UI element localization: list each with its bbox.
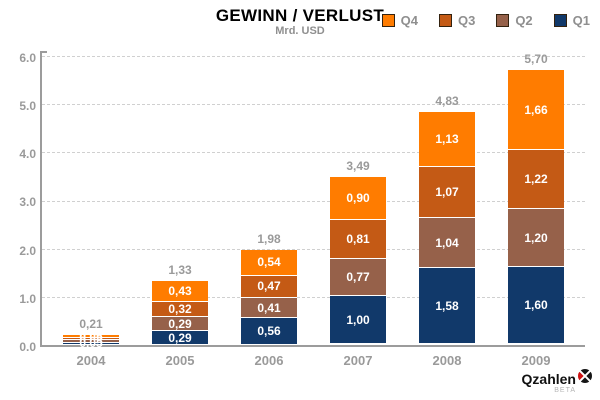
bar-total-label: 5,70 bbox=[524, 52, 548, 67]
x-axis-label-2008: 2008 bbox=[432, 353, 462, 368]
bar-2009-q1-segment: 1,60 bbox=[508, 266, 564, 345]
bar-total-label: 1,98 bbox=[257, 231, 281, 246]
segment-value-label: 0,43 bbox=[168, 283, 192, 298]
y-axis-tick-label: 6.0 bbox=[19, 50, 36, 65]
segment-value-label: 1,58 bbox=[435, 298, 459, 313]
bar-2004: 0,06 0,05 0,05 0,05 2004 bbox=[63, 330, 119, 368]
bar-2006-q1-segment: 0,56 bbox=[241, 317, 297, 345]
bar-2006-q4-segment: 0,54 bbox=[241, 249, 297, 276]
segment-value-label: 1,13 bbox=[435, 132, 459, 147]
segment-value-label: 1,22 bbox=[524, 172, 548, 187]
legend: Q4 Q3 Q2 Q1 bbox=[381, 13, 590, 28]
segment-value-label: 1,60 bbox=[524, 297, 548, 312]
legend-label: Q4 bbox=[400, 13, 418, 28]
bar-total-label: 0,21 bbox=[79, 316, 103, 331]
segment-value-label: 1,00 bbox=[346, 312, 370, 327]
bar-2009: 1,66 1,22 1,20 1,60 2009 bbox=[508, 70, 564, 368]
bar-2006-q2-segment: 0,41 bbox=[241, 298, 297, 318]
gridline bbox=[42, 200, 585, 202]
legend-label: Q1 bbox=[572, 13, 590, 28]
branding: Qzahlen BETA bbox=[521, 369, 592, 394]
segment-value-label: 1,04 bbox=[435, 235, 459, 250]
bar-2005: 0,43 0,32 0,29 0,29 2005 bbox=[152, 280, 208, 368]
bar-2005-q2-segment: 0,29 bbox=[152, 316, 208, 332]
bar-2007-q3-segment: 0,81 bbox=[330, 220, 386, 260]
y-axis-tick-label: 0.0 bbox=[19, 340, 36, 354]
bar-2009-q3-segment: 1,22 bbox=[508, 150, 564, 210]
segment-value-label: 1,07 bbox=[435, 185, 459, 200]
bar-2007-q1-segment: 1,00 bbox=[330, 296, 386, 345]
y-axis-tick-label: 5.0 bbox=[19, 99, 36, 114]
bar-2005-q1-segment: 0,29 bbox=[152, 331, 208, 345]
legend-item-q2[interactable]: Q2 bbox=[496, 13, 533, 28]
y-axis-top-cap bbox=[40, 51, 47, 53]
segment-value-label: 1,66 bbox=[524, 102, 548, 117]
bar-2006-q3-segment: 0,47 bbox=[241, 275, 297, 299]
bar-2007-q2-segment: 0,77 bbox=[330, 259, 386, 297]
y-axis-tick-label: 2.0 bbox=[19, 243, 36, 258]
segment-value-label: 0,90 bbox=[346, 191, 370, 206]
legend-label: Q2 bbox=[515, 13, 533, 28]
gridline bbox=[42, 296, 585, 298]
segment-value-label: 0,32 bbox=[168, 301, 192, 316]
gridline bbox=[42, 104, 585, 106]
y-axis-tick-label: 4.0 bbox=[19, 147, 36, 162]
branding-name: Qzahlen bbox=[521, 371, 576, 387]
bar-total-label: 4,83 bbox=[435, 94, 459, 109]
bar-2008-q3-segment: 1,07 bbox=[419, 166, 475, 219]
bar-2008: 1,13 1,07 1,04 1,58 2008 bbox=[419, 112, 475, 368]
bar-2005-q4-segment: 0,43 bbox=[152, 280, 208, 302]
x-axis-label-2006: 2006 bbox=[254, 353, 284, 368]
legend-item-q1[interactable]: Q1 bbox=[553, 13, 590, 28]
bar-2008-q1-segment: 1,58 bbox=[419, 268, 475, 345]
qzahlen-logo-icon bbox=[578, 369, 592, 383]
segment-value-label: 0,56 bbox=[257, 323, 281, 338]
gridline bbox=[42, 55, 585, 57]
bar-total-label: 1,33 bbox=[168, 262, 192, 277]
legend-swatch-q2 bbox=[496, 14, 510, 27]
segment-value-label: 0,29 bbox=[168, 316, 192, 331]
segment-value-label: 0,54 bbox=[257, 255, 281, 270]
chart-subtitle: Mrd. USD bbox=[275, 25, 325, 37]
branding-beta-label: BETA bbox=[554, 387, 576, 394]
x-axis-label-2004: 2004 bbox=[76, 353, 106, 368]
bar-2004-q1-segment: 0,05 bbox=[63, 337, 119, 349]
segment-value-label: 0,29 bbox=[168, 330, 192, 345]
segment-value-label: 0,41 bbox=[257, 300, 281, 315]
gridline bbox=[42, 248, 585, 250]
legend-label: Q3 bbox=[457, 13, 476, 28]
segment-value-label: 0,77 bbox=[346, 270, 370, 285]
gridline bbox=[42, 152, 585, 154]
legend-swatch-q4 bbox=[381, 14, 395, 27]
legend-item-q3[interactable]: Q3 bbox=[438, 13, 476, 28]
segment-value-label: 0,81 bbox=[346, 232, 370, 247]
legend-swatch-q3 bbox=[438, 14, 452, 27]
bar-2008-q4-segment: 1,13 bbox=[419, 112, 475, 167]
x-axis-label-2005: 2005 bbox=[165, 353, 195, 368]
segment-value-label: 0,47 bbox=[257, 279, 281, 294]
plot-area: 0,06 0,05 0,05 0,05 2004 0,21 0,43 0,32 0,29 0,29… bbox=[40, 51, 585, 368]
bar-2009-q2-segment: 1,20 bbox=[508, 209, 564, 267]
chart-title: GEWINN / VERLUST bbox=[215, 6, 385, 25]
bar-2005-q3-segment: 0,32 bbox=[152, 301, 208, 318]
y-axis-tick-label: 1.0 bbox=[19, 291, 36, 306]
bar-2009-q4-segment: 1,66 bbox=[508, 70, 564, 151]
x-axis-label-2009: 2009 bbox=[521, 353, 551, 368]
bar-2007-q4-segment: 0,90 bbox=[330, 176, 386, 221]
y-axis-tick-label: 3.0 bbox=[19, 195, 36, 210]
bar-2006: 0,54 0,47 0,41 0,56 2006 bbox=[241, 249, 297, 368]
bar-2008-q2-segment: 1,04 bbox=[419, 218, 475, 269]
legend-swatch-q1 bbox=[553, 14, 567, 27]
segment-value-label: 0,05 bbox=[79, 336, 103, 351]
bar-2007: 0,90 0,81 0,77 1,00 2007 bbox=[330, 176, 386, 368]
segment-value-label: 1,20 bbox=[524, 230, 548, 245]
bar-total-label: 3,49 bbox=[346, 158, 370, 173]
x-axis-label-2007: 2007 bbox=[343, 353, 373, 368]
legend-item-q4[interactable]: Q4 bbox=[381, 13, 418, 28]
